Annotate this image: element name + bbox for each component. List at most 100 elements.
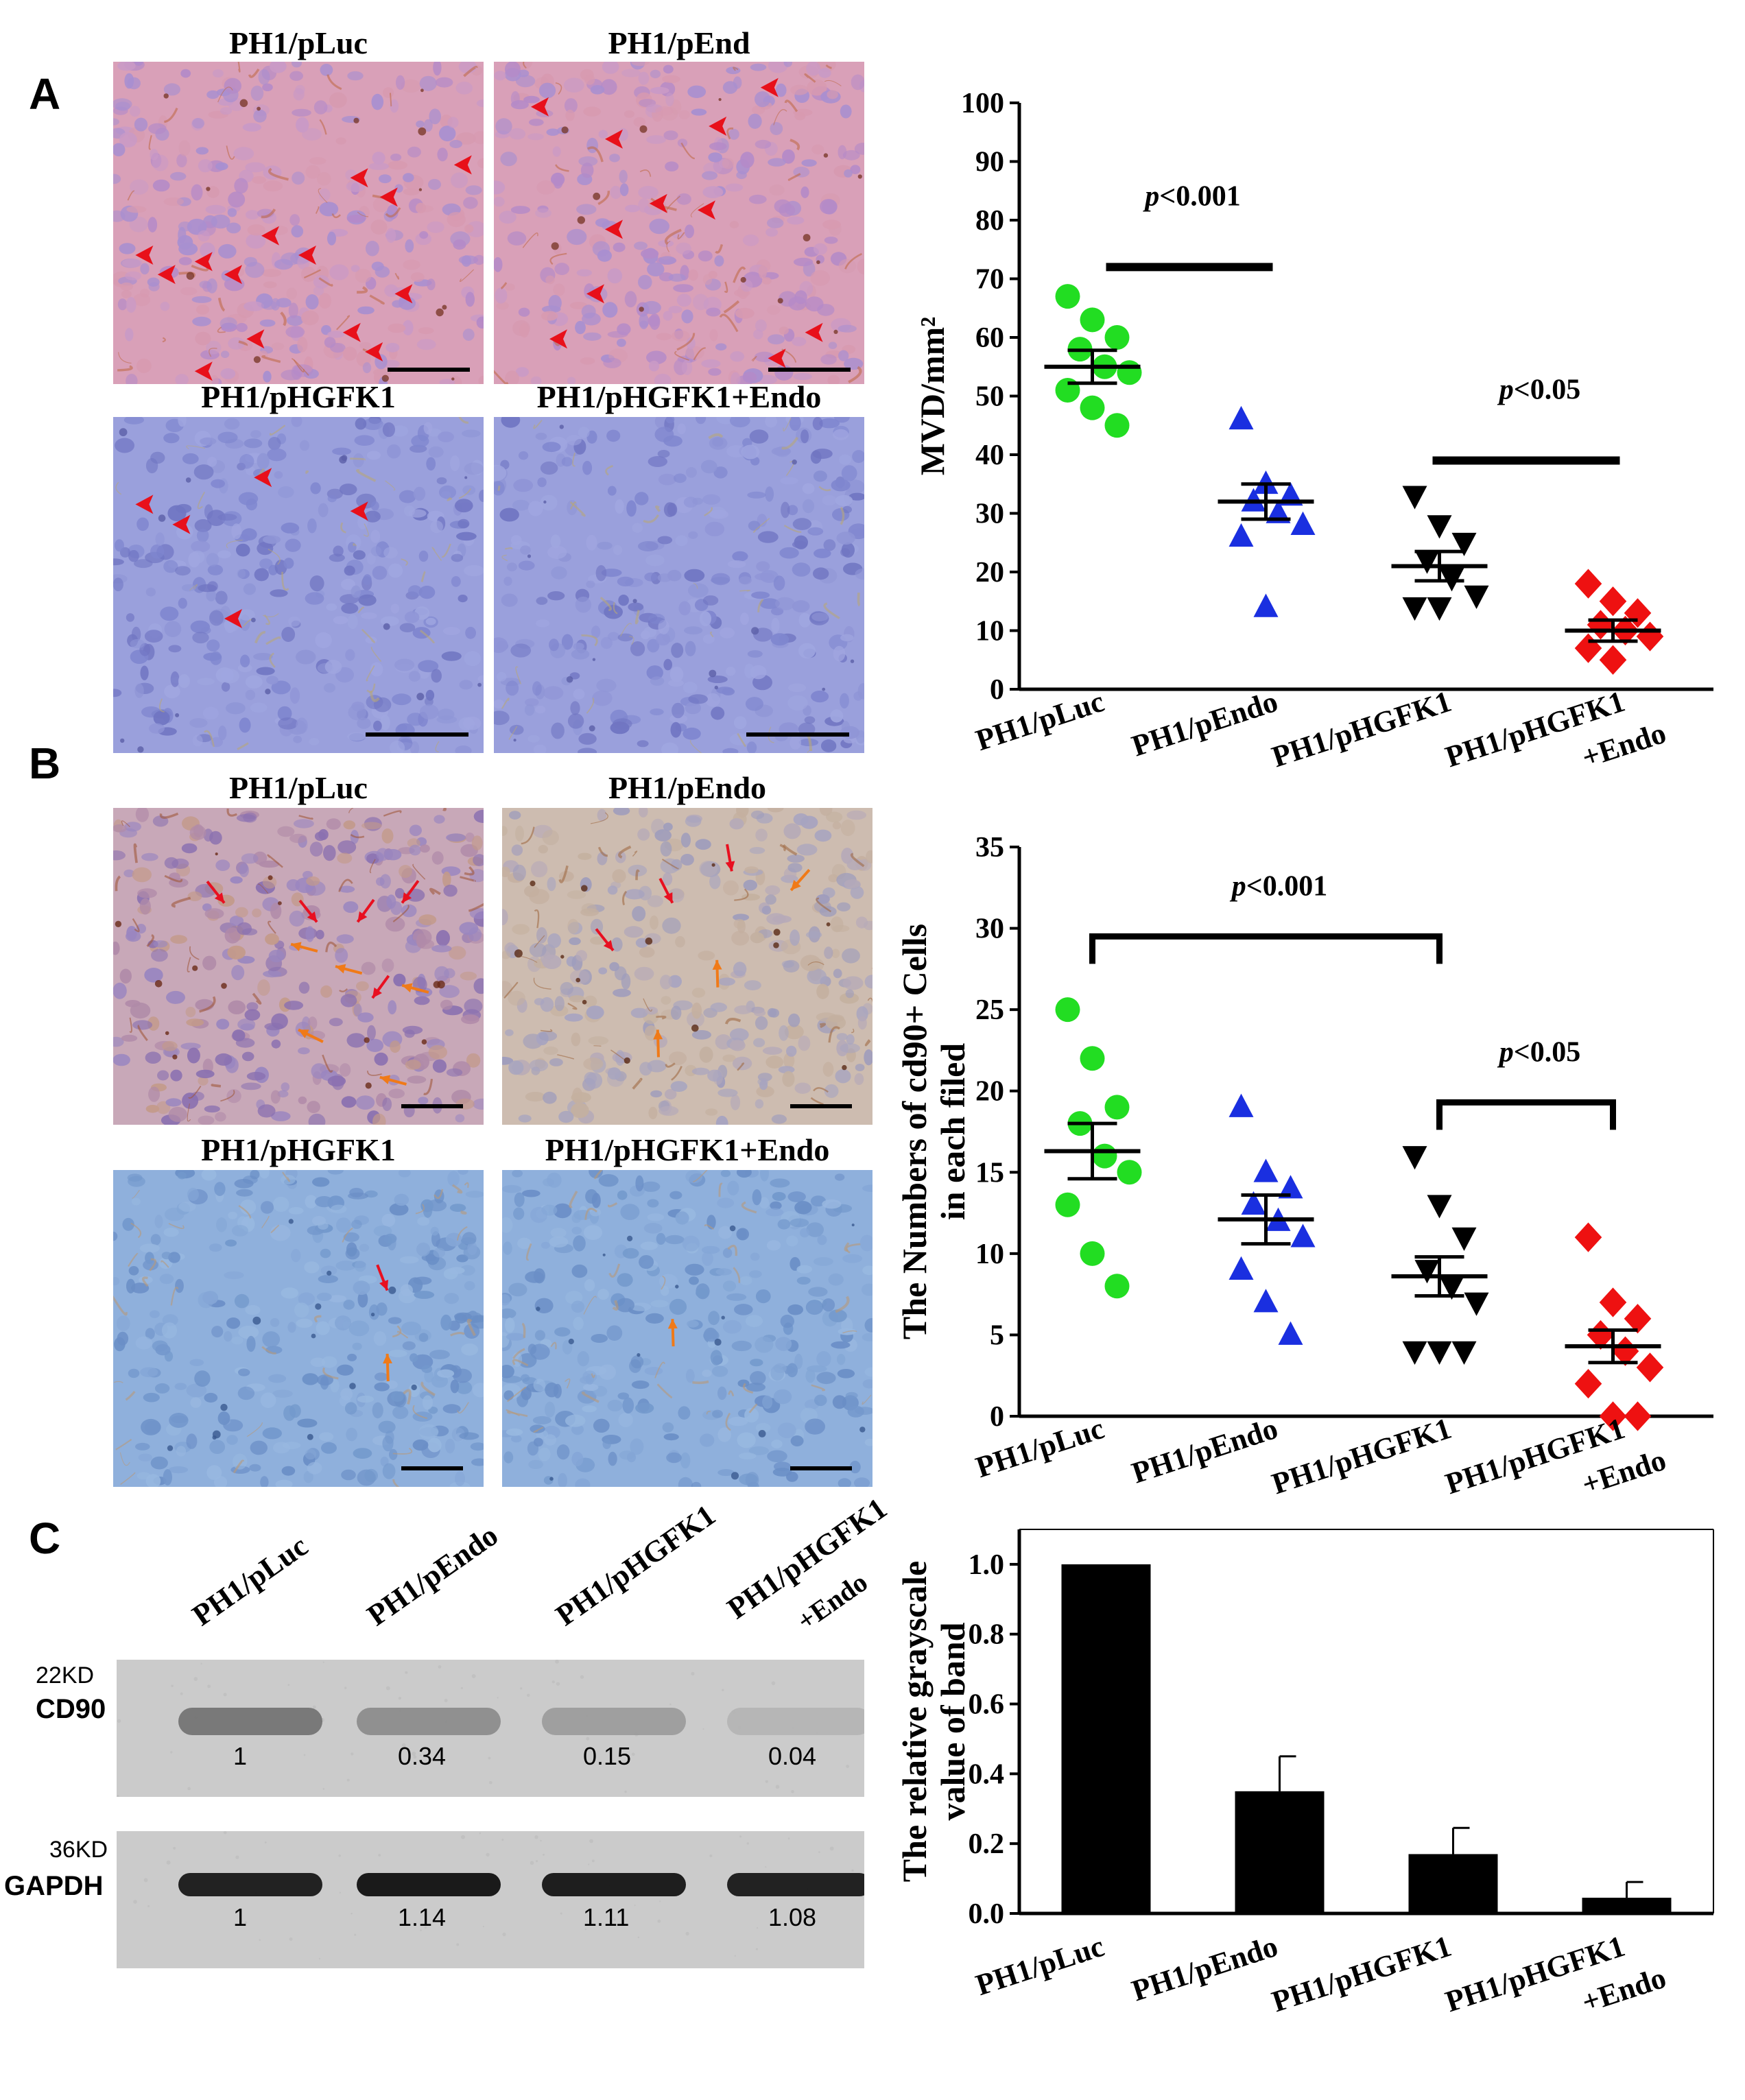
cell-nucleus	[625, 204, 640, 213]
data-point	[1636, 1352, 1664, 1383]
stain-streak	[635, 869, 640, 881]
blot-noise	[405, 1671, 408, 1674]
stain-streak	[261, 1346, 277, 1355]
cell-nucleus	[261, 300, 278, 310]
cell-nucleus	[713, 466, 728, 479]
cell-nucleus	[551, 722, 565, 739]
stain-streak	[629, 636, 634, 645]
stain-streak	[303, 269, 321, 279]
blot-band	[542, 1708, 686, 1735]
cell-nucleus	[667, 503, 678, 516]
cell-nucleus	[351, 702, 365, 711]
cell-nucleus	[670, 721, 682, 738]
data-point	[1278, 1321, 1303, 1345]
panel-b-micrograph-4	[502, 1170, 872, 1487]
cell-nucleus	[765, 486, 774, 502]
cell-nucleus	[263, 970, 282, 978]
data-point	[1451, 1341, 1477, 1365]
cell-nucleus	[418, 914, 437, 926]
cell-nucleus	[655, 106, 674, 116]
cell-nucleus	[595, 565, 607, 582]
stain-streak	[115, 1439, 132, 1451]
blot-noise	[223, 1693, 227, 1697]
dark-spot	[220, 1403, 228, 1411]
stain-streak	[708, 433, 724, 440]
cell-nucleus	[702, 274, 713, 285]
dark-spot	[637, 1353, 641, 1357]
cell-nucleus	[755, 1289, 771, 1304]
cell-nucleus	[138, 1453, 153, 1461]
cell-nucleus	[750, 63, 767, 71]
blot-noise	[354, 1933, 357, 1936]
cell-nucleus	[755, 1016, 768, 1030]
cell-nucleus	[715, 1115, 728, 1125]
cell-nucleus	[665, 1234, 685, 1245]
cell-nucleus	[185, 1007, 196, 1018]
cell-nucleus	[235, 907, 248, 918]
cell-nucleus	[685, 702, 702, 715]
cell-nucleus	[855, 1064, 865, 1071]
cell-nucleus	[767, 1007, 777, 1018]
cell-nucleus	[388, 563, 403, 578]
cell-nucleus	[127, 1173, 143, 1182]
stain-streak	[706, 1411, 711, 1415]
cell-nucleus	[583, 1383, 599, 1392]
cell-nucleus	[816, 1351, 831, 1367]
cell-nucleus	[820, 199, 838, 215]
cell-nucleus	[534, 1298, 554, 1313]
cell-nucleus	[329, 1018, 343, 1027]
stain-streak	[447, 497, 453, 501]
cell-nucleus	[802, 499, 815, 514]
dark-spot	[709, 669, 717, 678]
cell-nucleus	[494, 71, 506, 81]
series-group	[1055, 284, 1142, 438]
dark-spot	[632, 599, 637, 604]
stain-streak	[501, 554, 508, 562]
cell-nucleus	[549, 1236, 569, 1248]
cell-nucleus	[270, 589, 288, 597]
cell-nucleus	[680, 1452, 691, 1469]
cell-nucleus	[792, 600, 810, 612]
cell-nucleus	[460, 1237, 476, 1245]
cell-nucleus	[382, 1097, 392, 1111]
cell-nucleus	[770, 1178, 790, 1188]
stain-streak	[718, 1182, 723, 1197]
stain-streak	[842, 1330, 857, 1334]
cell-nucleus	[814, 548, 831, 558]
data-point	[1439, 1276, 1464, 1300]
cell-nucleus	[327, 1170, 344, 1175]
scale-bar	[746, 732, 849, 737]
cell-nucleus	[126, 926, 137, 941]
cell-nucleus	[431, 669, 442, 683]
x-tick-label: PH1/pHGFK1	[1268, 1929, 1455, 2018]
blot-band	[357, 1708, 501, 1735]
cell-nucleus	[337, 840, 357, 855]
cell-nucleus	[148, 723, 165, 734]
cell-nucleus	[168, 1466, 189, 1474]
cell-nucleus	[305, 165, 321, 179]
stain-streak	[748, 1403, 758, 1413]
arrowhead-marker	[135, 246, 154, 265]
cell-nucleus	[813, 470, 827, 482]
cell-nucleus	[847, 1405, 864, 1418]
cell-nucleus	[789, 417, 801, 431]
cell-nucleus	[857, 259, 864, 275]
cell-nucleus	[770, 1201, 782, 1210]
blot-noise	[765, 1866, 767, 1868]
cell-nucleus	[759, 598, 780, 609]
cell-nucleus	[571, 1264, 588, 1278]
series-group	[1574, 569, 1664, 675]
stain-streak	[199, 996, 216, 1013]
stain-streak	[768, 726, 774, 743]
cell-nucleus	[647, 1199, 659, 1208]
cell-nucleus	[584, 74, 595, 85]
cell-nucleus	[752, 1189, 762, 1206]
cell-nucleus	[630, 1438, 644, 1455]
cell-nucleus	[390, 740, 405, 753]
cell-nucleus	[567, 918, 579, 934]
stain-streak	[710, 632, 714, 638]
cell-nucleus	[405, 1060, 421, 1070]
cell-nucleus	[530, 1424, 545, 1433]
cell-nucleus	[148, 282, 160, 291]
blot-noise	[624, 1790, 627, 1793]
